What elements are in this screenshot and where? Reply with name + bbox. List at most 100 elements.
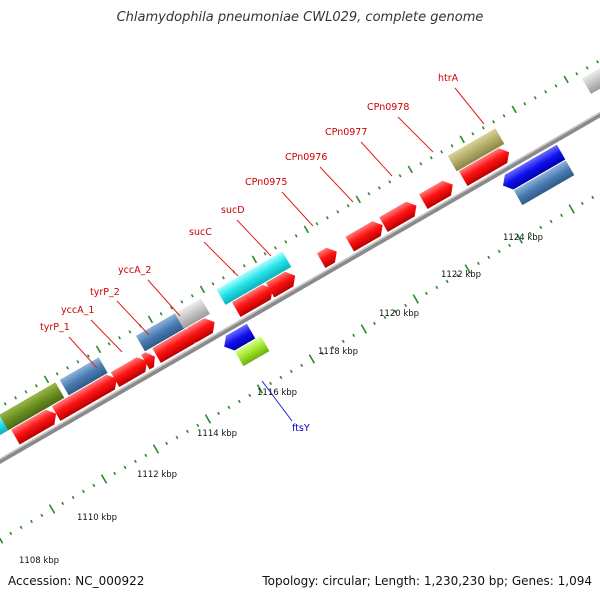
label-leader-line [281, 191, 314, 227]
tick-mark [568, 204, 575, 214]
tick-mark [523, 102, 527, 106]
tick-mark [450, 144, 454, 148]
gene-label: htrA [438, 73, 459, 84]
gene-label: sucD [221, 205, 245, 216]
tick-mark [123, 465, 127, 470]
ruler-label: 1114 kbp [197, 429, 237, 439]
tick-mark [383, 315, 387, 320]
tick-mark [175, 435, 179, 440]
cds-arrow [110, 357, 148, 388]
tick-mark [24, 390, 28, 394]
tick-mark [549, 219, 553, 224]
tick-mark [516, 234, 523, 244]
gene-label: CPn0975 [245, 177, 287, 188]
tick-mark [321, 351, 324, 356]
tick-mark [476, 261, 480, 266]
tick-mark [435, 285, 439, 290]
tick-mark [251, 255, 258, 264]
tick-mark [315, 222, 319, 226]
tick-mark [325, 216, 329, 220]
gene-label: CPn0978 [367, 102, 409, 113]
tick-mark [61, 501, 65, 506]
ruler-label: 1112 kbp [137, 470, 177, 480]
label-leader-line [90, 319, 123, 353]
tick-mark [497, 249, 501, 254]
tick-mark [128, 330, 132, 334]
gene-label: yccA_1 [61, 305, 94, 316]
label-leader-line [261, 380, 293, 422]
tick-mark [204, 414, 212, 424]
tick-mark [3, 402, 7, 406]
label-leader-line [68, 336, 98, 369]
tick-mark [0, 534, 4, 544]
label-leader-line [454, 87, 485, 125]
tick-mark [591, 195, 595, 200]
tick-mark [445, 279, 449, 284]
outer-tick-row [3, 60, 600, 406]
ruler-label: 1122 kbp [441, 270, 481, 280]
genome-backbone-highlight [0, 38, 600, 541]
label-leader-line [360, 141, 393, 177]
tick-mark [471, 132, 475, 136]
reverse-gene-box [513, 160, 575, 206]
tick-mark [9, 531, 13, 536]
tick-mark [217, 411, 221, 416]
tick-mark [222, 276, 225, 280]
gene-box [581, 58, 600, 94]
tick-mark [308, 354, 316, 364]
label-leader-line [147, 279, 181, 317]
tick-mark [55, 372, 59, 376]
gene-label: sucC [189, 227, 212, 238]
gene-box [174, 298, 210, 329]
reverse-cds-arrow [224, 323, 256, 351]
ruler-labels: 1108 kbp 1110 kbp 1112 kbp 1114 kbp 1116 kbp… [19, 233, 543, 566]
tick-mark [279, 375, 283, 380]
label-leader-line [203, 241, 239, 277]
ruler-label: 1118 kbp [318, 347, 358, 357]
tick-mark [100, 474, 108, 484]
ruler-label: 1108 kbp [19, 556, 59, 566]
tick-mark [377, 186, 381, 190]
tick-mark [341, 339, 345, 344]
reverse-gene-box [234, 336, 270, 367]
gene-track [0, 58, 600, 452]
tick-mark [424, 291, 428, 296]
tick-mark [492, 120, 496, 124]
tick-mark [86, 354, 90, 358]
tick-mark [407, 165, 413, 174]
reverse-cds-arrow [503, 144, 566, 190]
ruler-label: 1124 kbp [503, 233, 543, 243]
cds-arrow [152, 328, 197, 364]
gene-label: tyrP_2 [90, 287, 120, 298]
tick-mark [199, 285, 206, 294]
tick-mark [40, 513, 44, 518]
tick-mark [360, 324, 368, 334]
gene-label: yccA_2 [118, 265, 151, 276]
tick-mark [273, 246, 277, 250]
tick-mark [412, 294, 419, 304]
genome-summary: Topology: circular; Length: 1,230,230 bp… [262, 574, 592, 588]
tick-mark [107, 342, 111, 346]
tick-mark [242, 264, 246, 268]
tick-mark [464, 264, 471, 274]
tick-mark [456, 273, 460, 278]
tick-mark [300, 363, 304, 368]
tick-mark [580, 201, 584, 206]
tick-mark [256, 384, 264, 394]
tick-mark [152, 444, 160, 454]
tick-mark [43, 375, 50, 384]
tick-mark [289, 369, 293, 374]
tick-mark [336, 210, 340, 214]
tick-mark [367, 192, 371, 196]
tick-mark [544, 90, 548, 94]
cds-arrow [51, 374, 117, 422]
tick-mark [34, 384, 38, 388]
ruler-label: 1120 kbp [379, 309, 419, 319]
tick-mark [331, 345, 335, 350]
gene-label: ftsY [292, 423, 310, 434]
ruler-label: 1110 kbp [77, 513, 117, 523]
tick-mark [165, 441, 169, 446]
tick-mark [147, 315, 154, 324]
